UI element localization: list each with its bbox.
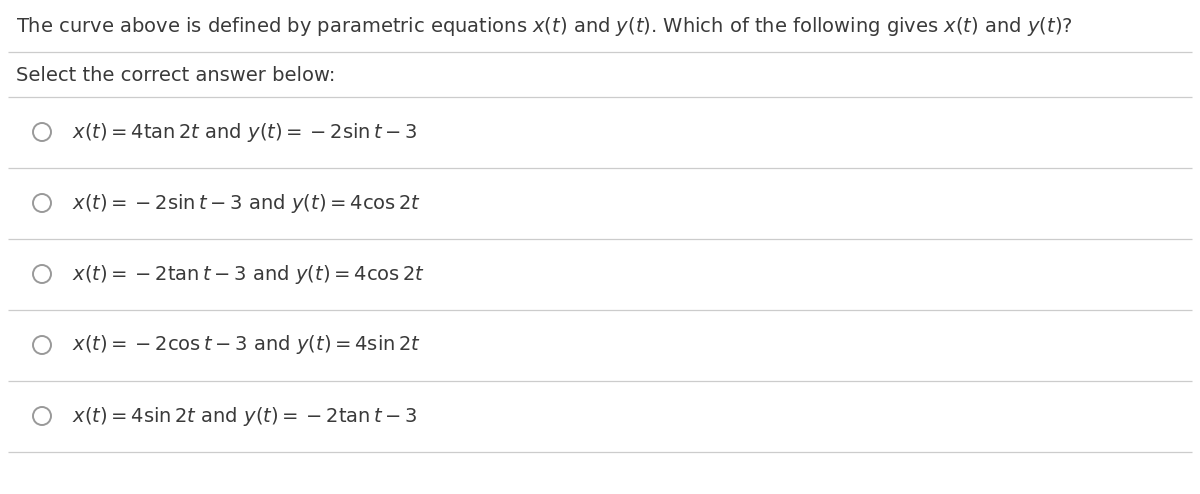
Text: $x(t) = 4\mathrm{sin}\,2t$ and $y(t) = -2\mathrm{tan}\,t - 3$: $x(t) = 4\mathrm{sin}\,2t$ and $y(t) = -… <box>72 405 418 427</box>
Text: $x(t) = 4\mathrm{tan}\,2t$ and $y(t) = -2\mathrm{sin}\,t - 3$: $x(t) = 4\mathrm{tan}\,2t$ and $y(t) = -… <box>72 121 418 143</box>
Text: Select the correct answer below:: Select the correct answer below: <box>16 66 335 84</box>
Text: The curve above is defined by parametric equations $x(t)$ and $y(t)$. Which of t: The curve above is defined by parametric… <box>16 14 1073 38</box>
Text: $x(t) = -2\mathrm{tan}\,t - 3$ and $y(t) = 4\mathrm{cos}\,2t$: $x(t) = -2\mathrm{tan}\,t - 3$ and $y(t)… <box>72 262 425 286</box>
Text: $x(t) = -2\mathrm{sin}\,t - 3$ and $y(t) = 4\mathrm{cos}\,2t$: $x(t) = -2\mathrm{sin}\,t - 3$ and $y(t)… <box>72 192 421 214</box>
Text: $x(t) = -2\mathrm{cos}\,t - 3$ and $y(t) = 4\mathrm{sin}\,2t$: $x(t) = -2\mathrm{cos}\,t - 3$ and $y(t)… <box>72 333 421 357</box>
